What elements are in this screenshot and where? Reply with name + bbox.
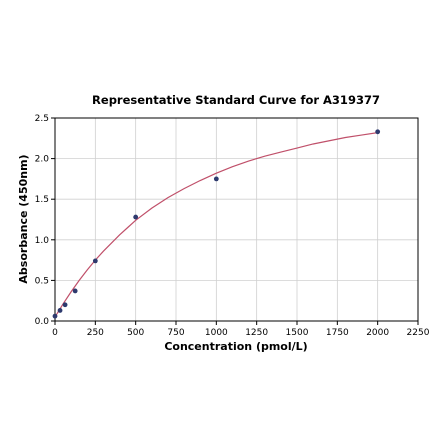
data-point — [375, 129, 381, 135]
y-tick-label: 0.5 — [35, 276, 49, 286]
x-tick-label: 500 — [127, 328, 144, 338]
grid-lines — [54, 117, 419, 322]
data-point — [213, 176, 219, 182]
plot-area-frame — [54, 117, 419, 322]
x-tick-label: 0 — [52, 328, 58, 338]
y-axis-label: Absorbance (450nm) — [17, 154, 30, 283]
x-tick-label: 1500 — [286, 328, 309, 338]
y-tick-label: 1.0 — [35, 236, 50, 246]
y-tick-label: 2.0 — [35, 155, 50, 165]
fit-curve — [54, 132, 378, 318]
x-axis-label: Concentration (pmol/L) — [164, 340, 307, 353]
data-points — [52, 129, 381, 319]
x-tick-label: 2250 — [407, 328, 430, 338]
y-tick-label: 2.5 — [35, 114, 49, 124]
data-point — [133, 214, 139, 220]
x-tick-label: 2000 — [366, 328, 389, 338]
x-tick-label: 750 — [167, 328, 184, 338]
data-point — [72, 288, 78, 294]
x-tick-label: 1750 — [326, 328, 349, 338]
y-tick-label: 0.0 — [35, 317, 50, 327]
x-tick-label: 1250 — [245, 328, 268, 338]
data-point — [92, 258, 98, 264]
y-tick-label: 1.5 — [35, 195, 49, 205]
x-tick-label: 250 — [87, 328, 104, 338]
x-tick-label: 1000 — [205, 328, 228, 338]
chart-title: Representative Standard Curve for A31937… — [92, 93, 380, 107]
data-point — [62, 302, 68, 308]
y-axis-ticks: 0.0 0.5 1.0 1.5 2.0 2.5 — [35, 114, 55, 327]
x-axis-ticks: 0 250 500 750 1000 1250 1500 1750 2000 2250 — [52, 321, 430, 338]
data-point — [57, 308, 63, 313]
data-point — [52, 313, 58, 319]
